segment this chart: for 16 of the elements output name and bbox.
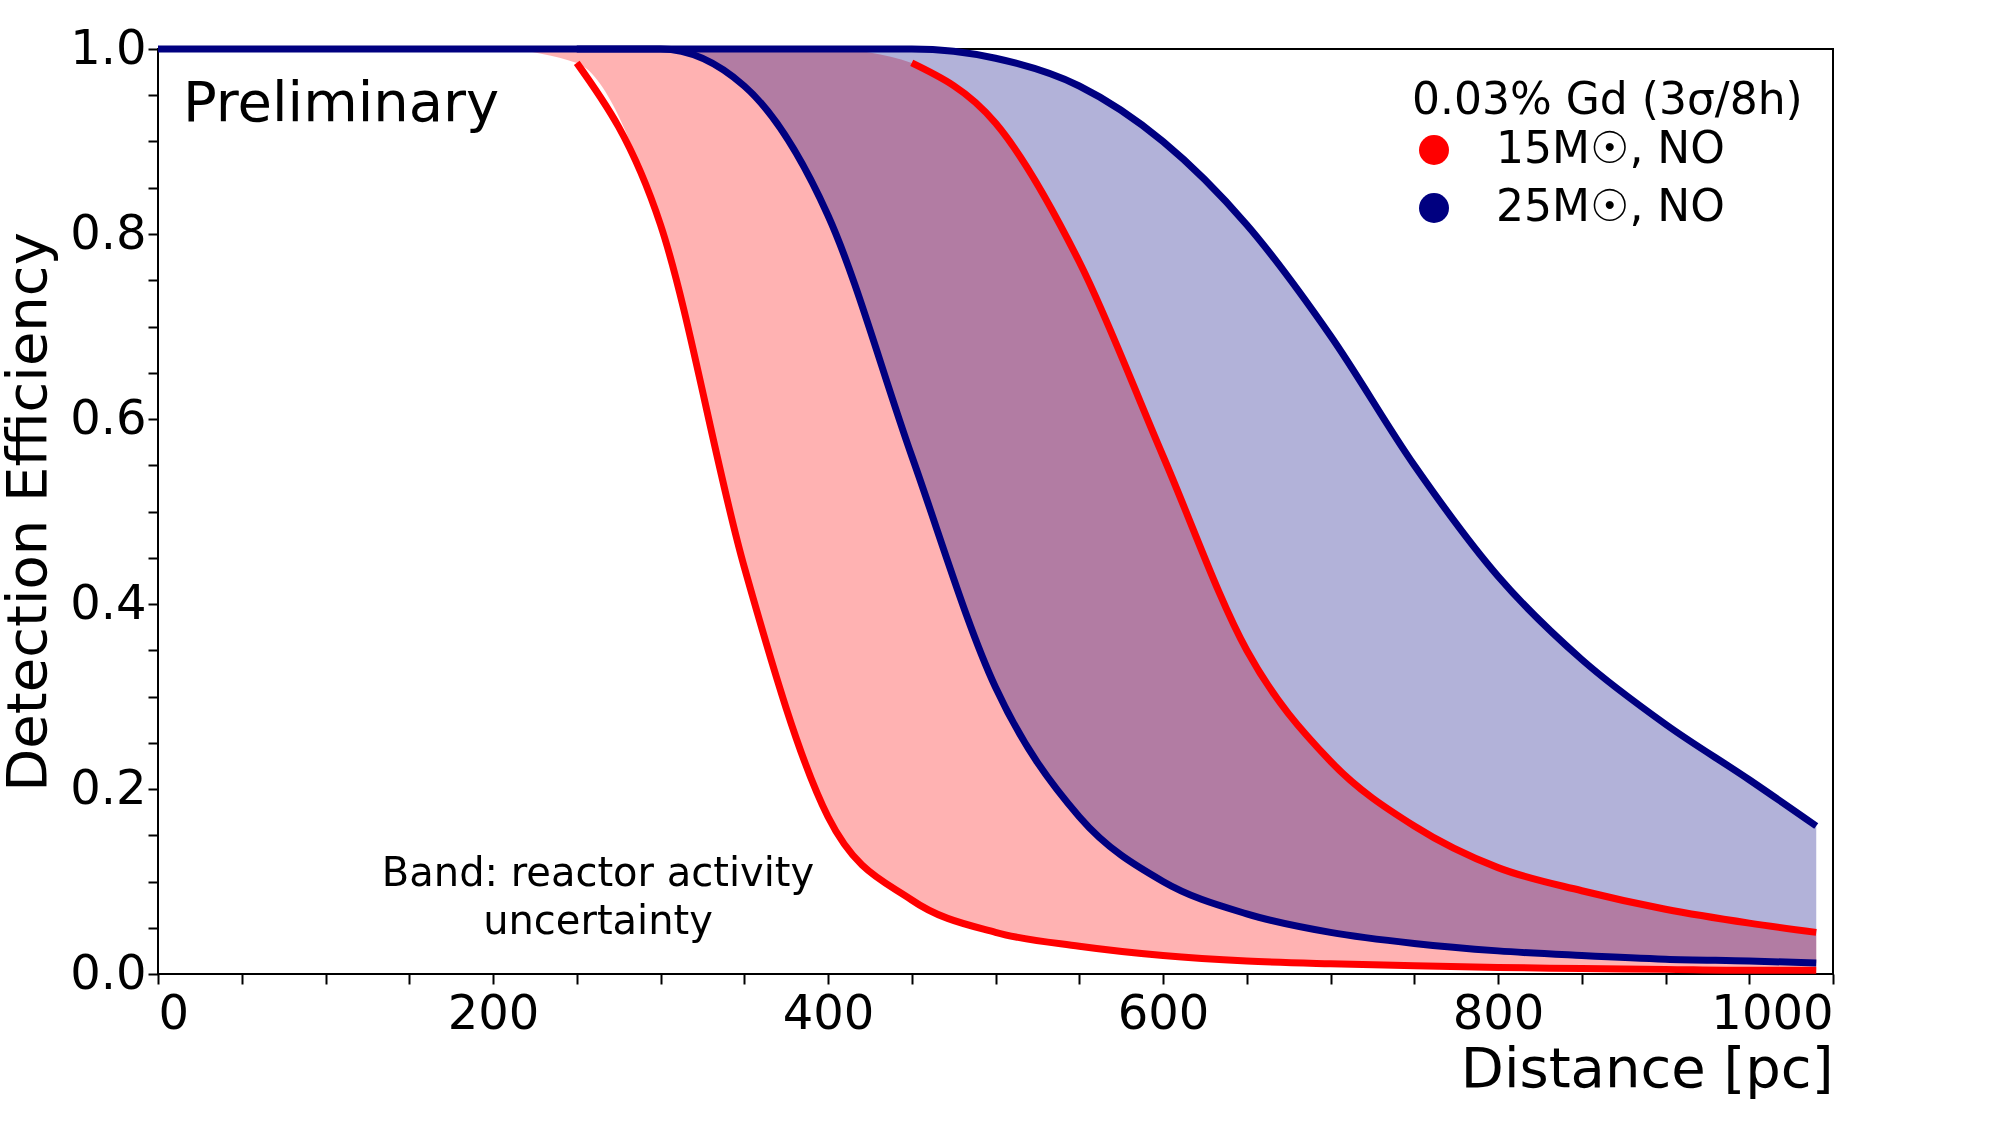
legend-label: 25M☉, NO [1496, 180, 1725, 231]
annotation: Band: reactor activity uncertainty [381, 849, 815, 943]
y-tick-label: 0.4 [70, 573, 147, 630]
y-tick-label: 0.6 [70, 388, 147, 445]
legend-label: 15M☉, NO [1496, 122, 1725, 173]
y-tick-label: 0.2 [70, 758, 147, 815]
y-tick-label: 1.0 [70, 18, 147, 75]
annotation: Preliminary [183, 69, 500, 134]
y-axis-title: Detection Efficiency [0, 232, 60, 792]
x-tick-label: 600 [1117, 983, 1210, 1040]
x-tick-label: 400 [782, 983, 875, 1040]
y-tick-label: 0.8 [70, 203, 147, 260]
y-tick-label: 0.0 [70, 943, 147, 1000]
x-tick-label: 200 [447, 983, 540, 1040]
x-tick-label: 0 [158, 983, 190, 1040]
legend-title: 0.03% Gd (3σ/8h) [1412, 73, 1803, 124]
